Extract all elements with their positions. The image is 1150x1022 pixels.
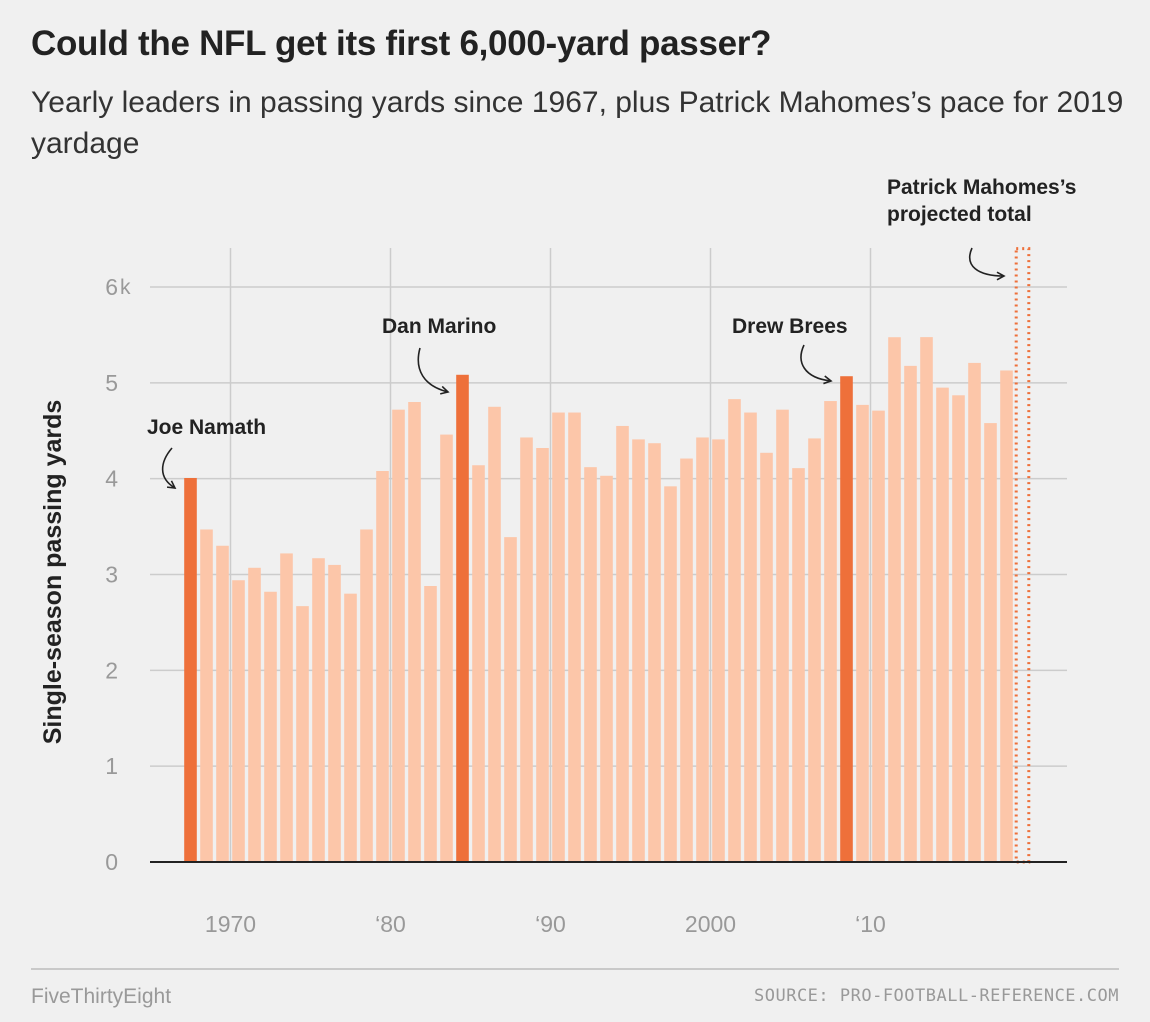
- bar: [232, 580, 245, 862]
- bar: [408, 402, 421, 862]
- bar-highlight: [456, 374, 469, 862]
- y-tick-label: 4: [105, 466, 118, 492]
- bar: [312, 558, 325, 862]
- bar: [792, 468, 805, 862]
- bar: [936, 387, 949, 862]
- bar: [664, 486, 677, 862]
- bar: [248, 567, 261, 862]
- bar: [728, 399, 741, 862]
- y-tick-label: 5: [105, 370, 118, 396]
- bar: [616, 425, 629, 862]
- x-tick-label: 1970: [205, 911, 256, 937]
- bar: [328, 564, 341, 862]
- bar-chart: 0 1 2 3 4 5 6 k 1970 ‘80 ‘90 2000 ‘10 Joe Namath Dan …: [39, 176, 1076, 937]
- bar: [904, 365, 917, 862]
- y-tick-unit: k: [120, 276, 131, 299]
- bar: [264, 591, 277, 862]
- bars: [184, 337, 1013, 862]
- chart-title: Could the NFL get its first 6,000-yard p…: [31, 24, 772, 63]
- bar: [696, 437, 709, 862]
- bar: [504, 537, 517, 862]
- bar: [712, 439, 725, 862]
- footer-divider: [31, 968, 1119, 970]
- arrowhead: [166, 480, 177, 489]
- bar: [680, 458, 693, 862]
- annotation-label: Drew Brees: [732, 315, 848, 338]
- bar: [856, 404, 869, 862]
- arrowhead: [823, 375, 833, 385]
- annotation-label: Joe Namath: [147, 416, 266, 439]
- annotation-arrow: [969, 247, 1005, 277]
- bar: [392, 409, 405, 862]
- bar: [600, 475, 613, 862]
- chart-subtitle: Yearly leaders in passing yards since 19…: [31, 86, 1124, 160]
- bar: [296, 606, 309, 862]
- bar: [1000, 370, 1013, 862]
- bar: [568, 412, 581, 862]
- y-axis-label: Single-season passing yards: [39, 400, 67, 745]
- bar: [344, 593, 357, 862]
- bar: [536, 448, 549, 862]
- projection-group: [1014, 247, 1031, 864]
- bar: [888, 337, 901, 862]
- bar: [216, 545, 229, 862]
- axes: 0 1 2 3 4 5 6 k 1970 ‘80 ‘90 2000 ‘10: [105, 274, 1067, 937]
- bar: [424, 586, 437, 862]
- bar: [648, 443, 661, 862]
- bar-highlight: [840, 376, 853, 862]
- annotation-arrow: [161, 447, 176, 489]
- bar: [808, 438, 821, 862]
- bar: [952, 395, 965, 862]
- bar: [920, 337, 933, 862]
- bar: [520, 437, 533, 862]
- annotation-arrow: [800, 344, 832, 382]
- bar: [632, 439, 645, 862]
- x-tick-label: ‘90: [535, 911, 566, 937]
- annotation-label: Dan Marino: [382, 315, 496, 338]
- bar: [360, 529, 373, 862]
- y-tick-label: 6: [105, 274, 118, 300]
- annotation-label: projected total: [887, 203, 1032, 226]
- bar-highlight: [184, 477, 197, 862]
- bar: [376, 471, 389, 862]
- arrowhead: [440, 385, 450, 395]
- bar: [552, 412, 565, 862]
- bar: [760, 452, 773, 862]
- bar: [744, 412, 757, 862]
- bar: [440, 434, 453, 862]
- bar: [872, 410, 885, 862]
- annotation-arrow: [417, 347, 449, 393]
- bar: [200, 529, 213, 862]
- bar: [472, 465, 485, 862]
- brand-label: FiveThirtyEight: [31, 985, 172, 1008]
- annotation-label: Patrick Mahomes’s: [887, 176, 1076, 199]
- y-tick-label: 3: [105, 562, 118, 588]
- bar: [776, 409, 789, 862]
- bar: [984, 423, 997, 862]
- x-tick-label: ‘10: [855, 911, 886, 937]
- source-label: SOURCE: PRO-FOOTBALL-REFERENCE.COM: [754, 986, 1119, 1006]
- y-tick-label: 2: [105, 657, 118, 683]
- bar: [824, 401, 837, 862]
- bar: [488, 406, 501, 862]
- arrowhead: [996, 271, 1006, 281]
- bar: [280, 553, 293, 862]
- y-tick-label: 1: [105, 753, 118, 779]
- projected-bar: [1014, 247, 1031, 864]
- bar: [584, 467, 597, 862]
- y-tick-label: 0: [105, 849, 118, 875]
- x-tick-label: 2000: [685, 911, 736, 937]
- annotations: Joe Namath Dan Marino Drew Brees Patrick Ma…: [147, 176, 1076, 489]
- bar: [968, 362, 981, 862]
- x-tick-label: ‘80: [375, 911, 406, 937]
